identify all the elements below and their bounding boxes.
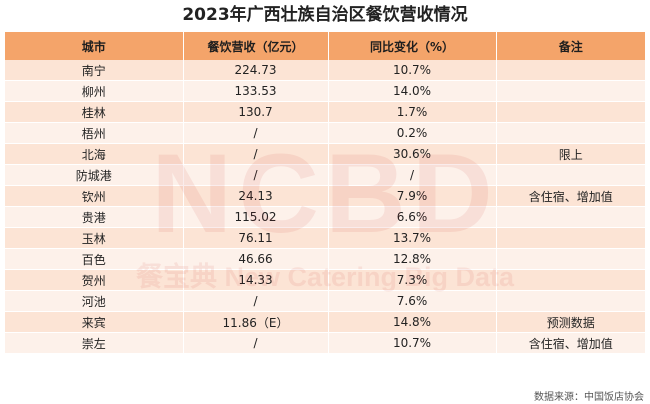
cell-city: 贵港 (5, 206, 184, 228)
cell-city: 钦州 (5, 185, 184, 207)
header-yoy-change: 同比变化（%） (328, 32, 497, 60)
cell-yoy: 13.7% (328, 227, 497, 249)
header-city: 城市 (5, 32, 184, 60)
table-row: 河池 / 7.6% (5, 290, 645, 312)
cell-revenue: 130.7 (183, 101, 329, 123)
cell-city: 柳州 (5, 80, 184, 102)
cell-revenue: / (183, 332, 329, 354)
cell-revenue: 115.02 (183, 206, 329, 228)
table-row: 来宾 11.86（E） 14.8% 预测数据 (5, 311, 645, 333)
cell-remark (496, 164, 645, 186)
header-row: 城市 餐饮营收（亿元） 同比变化（%） 备注 (5, 32, 645, 60)
cell-remark (496, 80, 645, 102)
table-row: 桂林 130.7 1.7% (5, 101, 645, 123)
revenue-table: 城市 餐饮营收（亿元） 同比变化（%） 备注 南宁 224.73 10.7% 柳… (5, 32, 645, 354)
cell-revenue: / (183, 164, 329, 186)
cell-yoy: 6.6% (328, 206, 497, 228)
cell-city: 北海 (5, 143, 184, 165)
cell-yoy: 10.7% (328, 332, 497, 354)
cell-city: 来宾 (5, 311, 184, 333)
cell-yoy: 14.8% (328, 311, 497, 333)
cell-revenue: / (183, 143, 329, 165)
cell-yoy: 0.2% (328, 122, 497, 144)
cell-yoy: 12.8% (328, 248, 497, 270)
table-row: 梧州 / 0.2% (5, 122, 645, 144)
cell-revenue: 14.33 (183, 269, 329, 291)
cell-yoy: 7.6% (328, 290, 497, 312)
header-remark: 备注 (496, 32, 645, 60)
cell-revenue: 133.53 (183, 80, 329, 102)
table-row: 钦州 24.13 7.9% 含住宿、增加值 (5, 185, 645, 207)
cell-city: 玉林 (5, 227, 184, 249)
cell-city: 梧州 (5, 122, 184, 144)
cell-revenue: 224.73 (183, 60, 329, 81)
cell-yoy: 7.9% (328, 185, 497, 207)
cell-yoy: 14.0% (328, 80, 497, 102)
table-row: 玉林 76.11 13.7% (5, 227, 645, 249)
table-row: 百色 46.66 12.8% (5, 248, 645, 270)
cell-city: 防城港 (5, 164, 184, 186)
table-row: 贺州 14.33 7.3% (5, 269, 645, 291)
table-row: 柳州 133.53 14.0% (5, 80, 645, 102)
cell-remark (496, 122, 645, 144)
cell-revenue: / (183, 290, 329, 312)
cell-remark: 预测数据 (496, 311, 645, 333)
cell-city: 贺州 (5, 269, 184, 291)
cell-revenue: 24.13 (183, 185, 329, 207)
cell-city: 桂林 (5, 101, 184, 123)
table-row: 防城港 / / (5, 164, 645, 186)
table-row: 南宁 224.73 10.7% (5, 60, 645, 81)
cell-city: 百色 (5, 248, 184, 270)
table-row: 北海 / 30.6% 限上 (5, 143, 645, 165)
cell-remark (496, 248, 645, 270)
data-source-note: 数据来源：中国饭店协会 (534, 392, 644, 403)
cell-remark: 限上 (496, 143, 645, 165)
cell-yoy: / (328, 164, 497, 186)
cell-revenue: 11.86（E） (183, 311, 329, 333)
cell-remark (496, 269, 645, 291)
cell-remark (496, 227, 645, 249)
table-row: 贵港 115.02 6.6% (5, 206, 645, 228)
table-row: 崇左 / 10.7% 含住宿、增加值 (5, 332, 645, 354)
cell-city: 河池 (5, 290, 184, 312)
cell-remark: 含住宿、增加值 (496, 185, 645, 207)
page-title: 2023年广西壮族自治区餐饮营收情况 (182, 5, 468, 25)
cell-yoy: 7.3% (328, 269, 497, 291)
cell-city: 南宁 (5, 60, 184, 81)
cell-yoy: 30.6% (328, 143, 497, 165)
cell-remark (496, 60, 645, 81)
cell-remark (496, 101, 645, 123)
cell-revenue: 46.66 (183, 248, 329, 270)
cell-revenue: 76.11 (183, 227, 329, 249)
cell-remark (496, 290, 645, 312)
header-revenue: 餐饮营收（亿元） (183, 32, 329, 60)
cell-city: 崇左 (5, 332, 184, 354)
cell-remark (496, 206, 645, 228)
cell-yoy: 10.7% (328, 60, 497, 81)
cell-revenue: / (183, 122, 329, 144)
cell-yoy: 1.7% (328, 101, 497, 123)
cell-remark: 含住宿、增加值 (496, 332, 645, 354)
